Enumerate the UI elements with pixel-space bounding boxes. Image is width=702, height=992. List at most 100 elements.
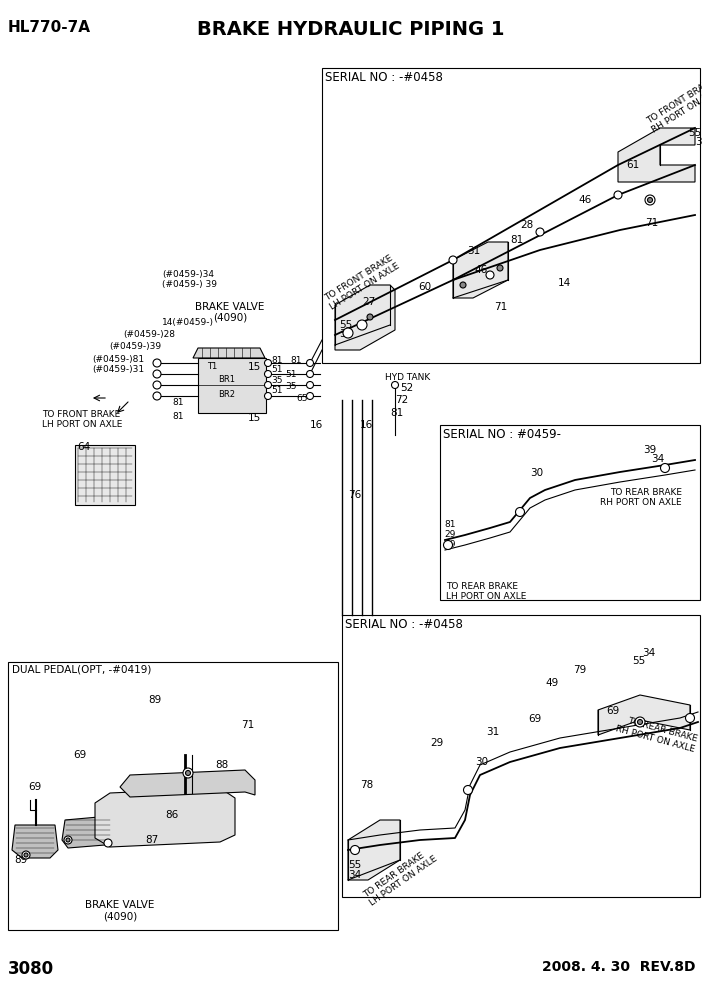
Text: 71: 71 (241, 720, 254, 730)
Text: 69: 69 (28, 782, 41, 792)
Text: 15: 15 (248, 362, 261, 372)
Text: 55: 55 (339, 320, 352, 330)
Text: 2008. 4. 30  REV.8D: 2008. 4. 30 REV.8D (541, 960, 695, 974)
Circle shape (265, 393, 272, 400)
Circle shape (265, 359, 272, 366)
Text: 81: 81 (271, 356, 282, 365)
Circle shape (350, 845, 359, 854)
Text: 52: 52 (400, 383, 413, 393)
Circle shape (64, 836, 72, 844)
Text: BR2: BR2 (218, 390, 235, 399)
Text: 16: 16 (310, 420, 323, 430)
Text: DUAL PEDAL(OPT, -#0419): DUAL PEDAL(OPT, -#0419) (12, 665, 152, 675)
Text: 55: 55 (688, 128, 701, 138)
Text: BRAKE HYDRAULIC PIPING 1: BRAKE HYDRAULIC PIPING 1 (197, 20, 505, 39)
Circle shape (497, 265, 503, 271)
Circle shape (66, 838, 70, 842)
Text: 65: 65 (296, 394, 307, 403)
Polygon shape (95, 788, 235, 847)
Text: 55: 55 (632, 656, 645, 666)
Text: 15: 15 (248, 413, 261, 423)
Text: 14: 14 (558, 278, 571, 288)
Circle shape (463, 786, 472, 795)
Circle shape (614, 191, 622, 199)
Text: (#0459-) 39: (#0459-) 39 (162, 280, 217, 289)
Text: 51: 51 (285, 370, 296, 379)
Circle shape (392, 382, 399, 389)
Circle shape (515, 508, 524, 517)
Bar (322, 68, 700, 363)
Circle shape (449, 256, 457, 264)
Text: 16: 16 (360, 420, 373, 430)
Bar (440, 425, 700, 600)
Text: 89: 89 (14, 855, 27, 865)
Bar (75, 445, 135, 505)
Polygon shape (348, 820, 400, 880)
Circle shape (486, 271, 494, 279)
Text: (#0459-)34: (#0459-)34 (162, 270, 214, 279)
Circle shape (645, 195, 655, 205)
Text: 76: 76 (348, 490, 362, 500)
Circle shape (185, 771, 190, 776)
Text: 34: 34 (651, 454, 664, 464)
Text: 81: 81 (510, 235, 523, 245)
Bar (342, 615, 700, 897)
Text: 46: 46 (474, 265, 487, 275)
Polygon shape (598, 695, 690, 735)
Text: TO REAR BRAKE
LH PORT ON AXLE: TO REAR BRAKE LH PORT ON AXLE (446, 582, 526, 601)
Text: 69: 69 (73, 750, 86, 760)
Circle shape (647, 197, 652, 202)
Text: (#0459-)31: (#0459-)31 (92, 365, 144, 374)
Circle shape (685, 713, 694, 722)
Text: 39: 39 (444, 540, 456, 549)
Text: 81: 81 (390, 408, 403, 418)
Text: SERIAL NO : -#0458: SERIAL NO : -#0458 (345, 618, 463, 631)
Circle shape (307, 370, 314, 378)
Circle shape (307, 393, 314, 400)
Text: 60: 60 (418, 282, 431, 292)
Text: 49: 49 (545, 678, 558, 688)
Text: 39: 39 (643, 445, 656, 455)
Polygon shape (618, 128, 695, 182)
Text: 28: 28 (520, 220, 534, 230)
Bar (198, 358, 266, 413)
Text: 64: 64 (77, 442, 91, 452)
Text: 51: 51 (271, 365, 282, 374)
Circle shape (22, 851, 30, 859)
Text: 3080: 3080 (8, 960, 54, 978)
Text: HYD TANK: HYD TANK (385, 373, 430, 382)
Circle shape (153, 381, 161, 389)
Text: 27: 27 (362, 297, 376, 307)
Text: 69: 69 (606, 706, 619, 716)
Circle shape (661, 463, 670, 472)
Text: TO REAR BRAKE
LH PORT ON AXLE: TO REAR BRAKE LH PORT ON AXLE (362, 846, 439, 908)
Text: T1: T1 (207, 362, 217, 371)
Text: 81: 81 (172, 398, 183, 407)
Text: TO FRONT BRAKE
LH PORT ON AXLE: TO FRONT BRAKE LH PORT ON AXLE (42, 410, 122, 430)
Text: 71: 71 (645, 218, 658, 228)
Bar (8, 662, 338, 930)
Circle shape (367, 314, 373, 320)
Text: 78: 78 (360, 780, 373, 790)
Text: 86: 86 (165, 810, 178, 820)
Text: (#0459-)28: (#0459-)28 (123, 330, 175, 339)
Text: 88: 88 (215, 760, 228, 770)
Text: 30: 30 (530, 468, 543, 478)
Text: 71: 71 (494, 302, 508, 312)
Circle shape (307, 382, 314, 389)
Text: BRAKE VALVE
(4090): BRAKE VALVE (4090) (86, 900, 154, 922)
Text: 34: 34 (642, 648, 655, 658)
Text: TO FRONT BRAKE
RH PORT ON AXLE: TO FRONT BRAKE RH PORT ON AXLE (645, 74, 702, 135)
Text: 55: 55 (348, 860, 362, 870)
Circle shape (307, 359, 314, 366)
Text: 31: 31 (467, 246, 480, 256)
Text: 79: 79 (573, 665, 586, 675)
Text: TO FRONT BRAKE
LH PORT ON AXLE: TO FRONT BRAKE LH PORT ON AXLE (323, 252, 402, 311)
Text: BR1: BR1 (218, 375, 235, 384)
Polygon shape (62, 816, 113, 848)
Text: HL770-7A: HL770-7A (8, 20, 91, 35)
Text: 61: 61 (626, 160, 640, 170)
Circle shape (104, 839, 112, 847)
Text: 29: 29 (444, 530, 456, 539)
Text: TO REAR BRAKE
RH PORT ON AXLE: TO REAR BRAKE RH PORT ON AXLE (614, 714, 698, 754)
